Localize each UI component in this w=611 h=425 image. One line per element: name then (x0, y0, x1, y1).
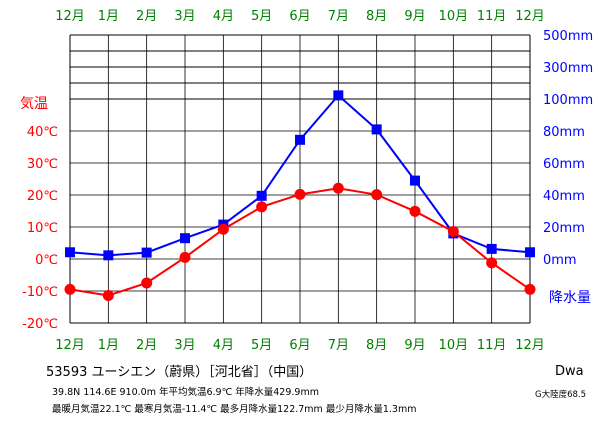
month-label-bottom: 10月 (439, 338, 469, 353)
precipitation-tick-upper: 300mm (543, 61, 593, 76)
month-label-bottom: 12月 (55, 338, 85, 353)
temperature-point (486, 257, 498, 269)
month-label-bottom: 6月 (289, 338, 310, 353)
continentality: G大陸度68.5 (535, 389, 586, 400)
precipitation-tick-upper: 500mm (543, 29, 593, 44)
temperature-point (332, 182, 344, 194)
temperature-point (409, 205, 421, 217)
precipitation-point (486, 243, 497, 254)
temperature-tick: -20℃ (22, 317, 58, 332)
month-label-top: 6月 (289, 9, 310, 24)
precipitation-point (141, 247, 152, 258)
temperature-series (64, 182, 536, 301)
month-label-bottom: 2月 (136, 338, 157, 353)
station-title: 53593 ユーシエン（蔚県）［河北省］（中国） (46, 365, 312, 380)
month-label-top: 8月 (366, 9, 387, 24)
precipitation-tick: 40mm (543, 189, 585, 204)
month-label-top: 7月 (328, 9, 349, 24)
station-stats-2: 最暖月気温22.1℃ 最寒月気温-11.4℃ 最多月降水量122.7mm 最少月… (52, 403, 416, 415)
month-label-bottom: 8月 (366, 338, 387, 353)
month-label-bottom: 7月 (328, 338, 349, 353)
precipitation-tick: 0mm (543, 253, 577, 268)
month-label-top: 4月 (213, 9, 234, 24)
top-month-labels: 12月 1月 2月 3月 4月 5月 6月 7月 8月 9月 10月 11月 12月 (55, 9, 545, 24)
precipitation-tick: 20mm (543, 221, 585, 236)
temperature-point (179, 251, 191, 263)
bottom-month-labels: 12月 1月 2月 3月 4月 5月 6月 7月 8月 9月 10月 11月 12月 (55, 338, 545, 353)
temperature-axis-label: 気温 (20, 96, 48, 112)
precipitation-point (65, 247, 75, 258)
month-label-bottom: 3月 (174, 338, 195, 353)
month-label-top: 2月 (136, 9, 157, 24)
month-label-bottom: 12月 (515, 338, 545, 353)
month-label-bottom: 1月 (98, 338, 119, 353)
month-label-top: 1月 (98, 9, 119, 24)
temperature-tick: 0℃ (35, 253, 58, 268)
temperature-point (217, 223, 229, 235)
precipitation-point (103, 250, 114, 261)
temperature-tick-labels: 40℃ 30℃ 20℃ 10℃ 0℃ -10℃ -20℃ (22, 125, 58, 332)
temperature-point (141, 277, 153, 289)
month-label-bottom: 4月 (213, 338, 234, 353)
precipitation-point (333, 90, 344, 101)
month-label-top: 12月 (55, 9, 85, 24)
month-label-bottom: 9月 (404, 338, 425, 353)
climate-code: Dwa (555, 364, 584, 379)
precipitation-point (295, 134, 305, 145)
temperature-tick: 10℃ (27, 221, 58, 236)
precipitation-tick: 100mm (543, 93, 593, 108)
month-label-top: 12月 (515, 9, 545, 24)
temperature-tick: 20℃ (27, 189, 58, 204)
temperature-tick: 40℃ (27, 125, 58, 140)
precipitation-point (371, 124, 382, 135)
precipitation-tick: 80mm (543, 125, 585, 140)
temperature-point (102, 289, 114, 301)
temperature-point (256, 201, 268, 213)
temperature-tick: -10℃ (22, 285, 58, 300)
station-stats-1: 39.8N 114.6E 910.0m 年平均気温6.9℃ 年降水量429.9m… (52, 386, 319, 398)
temperature-point (64, 283, 76, 295)
month-label-top: 10月 (439, 9, 469, 24)
temperature-point (371, 189, 383, 201)
temperature-tick: 30℃ (27, 157, 58, 172)
month-label-top: 5月 (251, 9, 272, 24)
temperature-point (447, 225, 459, 237)
grid-lines (70, 35, 530, 323)
temperature-point (524, 283, 536, 295)
month-label-top: 3月 (174, 9, 195, 24)
precipitation-point (410, 175, 420, 186)
precipitation-tick-labels: 100mm 80mm 60mm 40mm 20mm 0mm 500mm 300mm (543, 29, 593, 268)
precipitation-point (525, 247, 535, 258)
temperature-point (294, 188, 306, 200)
month-label-bottom: 5月 (251, 338, 272, 353)
precipitation-point (180, 233, 190, 244)
month-label-top: 9月 (404, 9, 425, 24)
precipitation-tick: 60mm (543, 157, 585, 172)
month-label-bottom: 11月 (477, 338, 507, 353)
month-label-top: 11月 (477, 9, 507, 24)
precipitation-point (256, 190, 267, 201)
precipitation-axis-label: 降水量 (549, 290, 591, 306)
